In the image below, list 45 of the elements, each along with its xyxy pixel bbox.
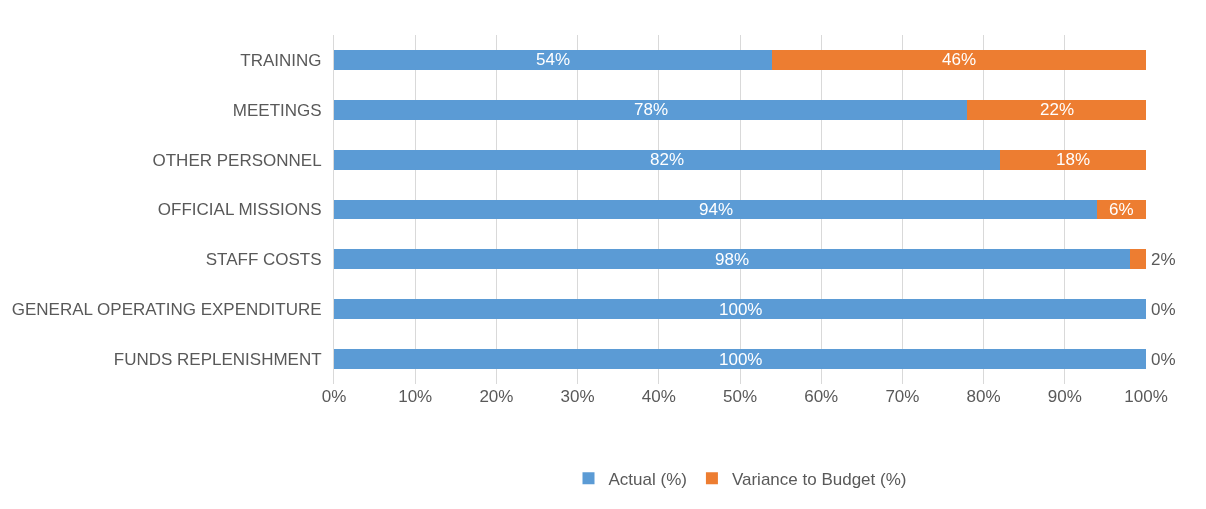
bar xyxy=(334,299,1146,320)
bar xyxy=(967,99,1146,120)
bar xyxy=(334,199,1098,220)
data-label: 0% xyxy=(1151,350,1176,369)
legend-label: Variance to Budget (%) xyxy=(731,469,907,489)
x-tick-label: 40% xyxy=(641,387,676,406)
x-tick-label: 60% xyxy=(804,387,839,406)
x-tick-label: 70% xyxy=(885,387,920,406)
y-tick-label: STAFF COSTS xyxy=(205,250,322,270)
data-label: 98% xyxy=(715,250,750,269)
data-label: 82% xyxy=(650,150,685,169)
bar xyxy=(1129,249,1146,270)
bar xyxy=(334,349,1146,370)
data-label: 100% xyxy=(719,350,763,369)
legend-label: Actual (%) xyxy=(608,469,687,489)
bar xyxy=(334,149,1000,170)
data-label: 0% xyxy=(1151,300,1176,319)
data-label: 6% xyxy=(1109,200,1134,219)
data-label: 54% xyxy=(536,50,571,69)
x-tick-label: 30% xyxy=(560,387,595,406)
bar xyxy=(334,49,773,70)
y-tick-label: FUNDS REPLENISHMENT xyxy=(113,350,322,370)
bar xyxy=(334,249,1130,270)
x-tick-label: 80% xyxy=(966,387,1001,406)
x-tick-label: 20% xyxy=(479,387,514,406)
data-label: 2% xyxy=(1151,250,1176,269)
y-tick-label: OTHER PERSONNEL xyxy=(152,150,322,170)
data-label: 46% xyxy=(942,50,977,69)
bar xyxy=(999,149,1146,170)
data-label: 18% xyxy=(1056,150,1091,169)
y-tick-label: TRAINING xyxy=(240,50,322,70)
x-tick-label: 0% xyxy=(321,387,347,406)
y-tick-label: MEETINGS xyxy=(232,100,322,120)
y-tick-label: GENERAL OPERATING EXPENDITURE xyxy=(11,300,322,320)
x-tick-label: 100% xyxy=(1124,387,1168,406)
y-tick-label: OFFICIAL MISSIONS xyxy=(157,200,322,220)
data-label: 100% xyxy=(719,300,763,319)
x-tick-label: 50% xyxy=(722,387,758,406)
x-tick-label: 90% xyxy=(1047,387,1082,406)
x-tick-label: 10% xyxy=(398,387,433,406)
bar xyxy=(334,99,968,120)
data-label: 94% xyxy=(699,200,734,219)
data-label: 78% xyxy=(634,100,669,119)
data-label: 22% xyxy=(1040,100,1075,119)
bar xyxy=(772,49,1146,70)
